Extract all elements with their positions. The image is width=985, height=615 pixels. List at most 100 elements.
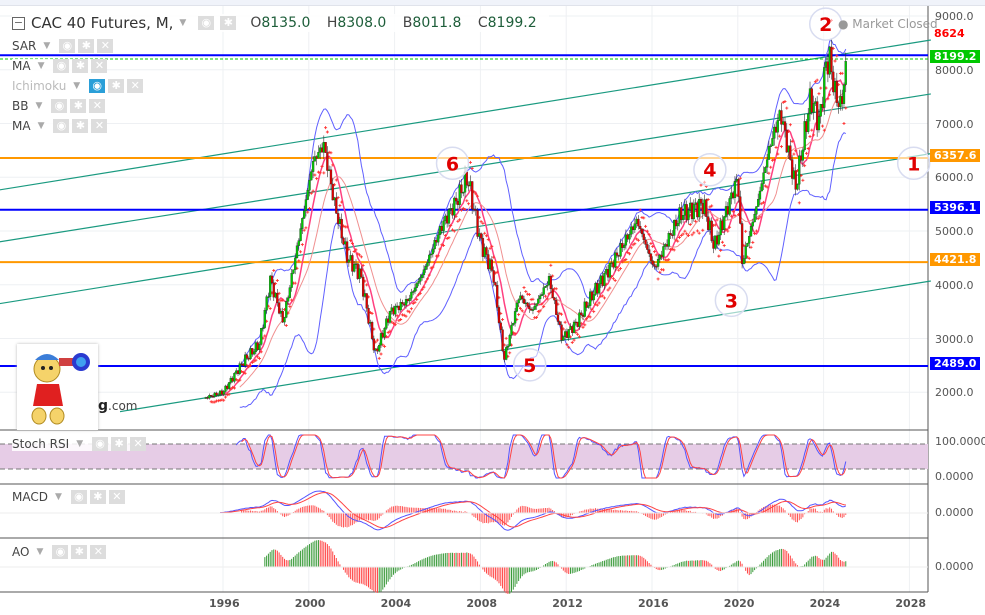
close-icon[interactable]: ✕ xyxy=(89,99,106,113)
subpanel-legend-macd[interactable]: MACD ▼ ◉ ✱ ✕ xyxy=(12,490,125,504)
candle-body xyxy=(263,310,266,328)
eye-icon[interactable]: ◉ xyxy=(52,545,69,559)
candle-body xyxy=(211,396,215,398)
close-icon[interactable]: ✕ xyxy=(91,59,108,73)
sar-marker xyxy=(443,233,447,237)
sar-marker xyxy=(365,283,369,287)
sar-marker xyxy=(279,299,283,303)
y-tick-label: 5000.0 xyxy=(935,225,974,238)
candle-body xyxy=(687,209,690,220)
sar-marker xyxy=(690,233,694,237)
candle-body xyxy=(551,288,554,299)
candle-body xyxy=(238,363,241,374)
subpanel-legend-stoch-rsi[interactable]: Stoch RSI ▼ ◉ ✱ ✕ xyxy=(12,437,147,451)
close-icon[interactable]: ✕ xyxy=(130,437,147,451)
sar-marker xyxy=(252,359,256,363)
candle-body xyxy=(365,293,368,309)
candle-body xyxy=(378,344,381,352)
sar-marker xyxy=(354,248,358,252)
eye-icon[interactable]: ◉ xyxy=(53,59,70,73)
sar-marker xyxy=(753,232,757,236)
candle-body xyxy=(420,274,424,278)
sar-marker xyxy=(431,265,435,269)
eye-icon[interactable]: ◉ xyxy=(198,16,215,30)
eye-icon[interactable]: ◉ xyxy=(89,79,106,93)
eye-icon[interactable]: ◉ xyxy=(59,39,76,53)
sar-marker xyxy=(667,258,671,262)
indicator-ichimoku[interactable]: Ichimoku ▼ ◉ ✱ ✕ xyxy=(12,79,144,93)
sar-marker xyxy=(654,253,658,257)
gear-icon[interactable]: ✱ xyxy=(78,39,95,53)
candle-body xyxy=(471,181,474,210)
candle-body xyxy=(324,142,327,153)
chevron-down-icon[interactable]: ▼ xyxy=(36,547,44,557)
chevron-down-icon[interactable]: ▼ xyxy=(35,101,43,111)
close-icon[interactable]: ✕ xyxy=(97,39,114,53)
sar-marker xyxy=(765,185,769,189)
sar-marker xyxy=(679,233,683,237)
sar-marker xyxy=(670,247,674,251)
gear-icon[interactable]: ✱ xyxy=(70,99,87,113)
close-icon[interactable]: ✕ xyxy=(90,545,107,559)
eye-icon[interactable]: ◉ xyxy=(70,490,87,504)
gear-icon[interactable]: ✱ xyxy=(111,437,128,451)
indicator-ma[interactable]: MA ▼ ◉ ✱ ✕ xyxy=(12,59,108,73)
collapse-icon[interactable]: − xyxy=(12,15,25,30)
moving-average-line xyxy=(221,79,847,396)
gear-icon[interactable]: ✱ xyxy=(72,59,89,73)
gear-icon[interactable]: ✱ xyxy=(71,545,88,559)
candle-body xyxy=(737,179,740,197)
chevron-down-icon[interactable]: ▼ xyxy=(179,18,187,28)
candle-body xyxy=(819,104,822,117)
gear-icon[interactable]: ✱ xyxy=(108,79,125,93)
sar-marker xyxy=(299,250,303,254)
chevron-down-icon[interactable]: ▼ xyxy=(54,492,62,502)
sar-marker xyxy=(418,291,422,295)
ohlc-values: O8135.0 H8308.0 B8011.8 C8199.2 xyxy=(250,14,548,32)
sar-marker xyxy=(504,336,508,340)
wave-label: 3 xyxy=(725,290,738,312)
eye-icon[interactable]: ◉ xyxy=(53,119,70,133)
candle-body xyxy=(517,299,520,304)
chevron-down-icon[interactable]: ▼ xyxy=(76,439,84,449)
sar-marker xyxy=(229,387,233,391)
low-label: B xyxy=(402,15,413,31)
sar-marker xyxy=(440,243,444,247)
sar-marker xyxy=(797,201,801,205)
candle-body xyxy=(360,268,363,278)
eye-icon[interactable]: ◉ xyxy=(92,437,109,451)
sar-marker xyxy=(540,302,544,306)
candle-body xyxy=(676,223,679,227)
gear-icon[interactable]: ✱ xyxy=(220,16,237,30)
sar-marker xyxy=(783,99,787,103)
sar-marker xyxy=(581,325,585,329)
sar-marker xyxy=(452,229,456,233)
indicator-sar[interactable]: SAR ▼ ◉ ✱ ✕ xyxy=(12,39,114,53)
close-icon[interactable]: ✕ xyxy=(127,79,144,93)
candle-body xyxy=(681,215,685,220)
close-icon[interactable]: ✕ xyxy=(108,490,125,504)
gear-icon[interactable]: ✱ xyxy=(89,490,106,504)
candle-body xyxy=(474,209,477,211)
candle-body xyxy=(614,252,617,268)
indicator-bb[interactable]: BB ▼ ◉ ✱ ✕ xyxy=(12,99,106,113)
chevron-down-icon[interactable]: ▼ xyxy=(43,41,51,51)
sar-marker xyxy=(685,232,689,236)
indicator-ma[interactable]: MA ▼ ◉ ✱ ✕ xyxy=(12,119,108,133)
candle-body xyxy=(699,199,703,204)
eye-icon[interactable]: ◉ xyxy=(51,99,68,113)
sar-marker xyxy=(413,300,417,304)
sar-marker xyxy=(828,93,832,97)
sar-marker xyxy=(678,235,682,239)
close-icon[interactable]: ✕ xyxy=(91,119,108,133)
candle-body xyxy=(680,207,683,220)
subpanel-legend-ao[interactable]: AO ▼ ◉ ✱ ✕ xyxy=(12,545,107,559)
sar-marker xyxy=(490,244,494,248)
chevron-down-icon[interactable]: ▼ xyxy=(37,61,45,71)
sar-marker xyxy=(227,392,231,396)
sar-marker xyxy=(645,229,649,233)
chevron-down-icon[interactable]: ▼ xyxy=(37,121,45,131)
chevron-down-icon[interactable]: ▼ xyxy=(73,81,81,91)
gear-icon[interactable]: ✱ xyxy=(72,119,89,133)
